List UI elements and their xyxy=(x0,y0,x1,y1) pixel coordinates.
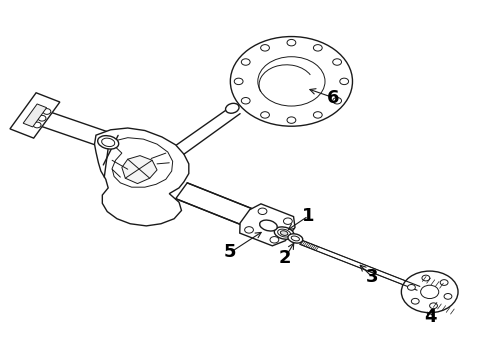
Ellipse shape xyxy=(291,236,299,241)
Circle shape xyxy=(422,275,430,281)
Polygon shape xyxy=(122,156,157,184)
Polygon shape xyxy=(10,93,60,138)
Circle shape xyxy=(340,78,348,85)
Circle shape xyxy=(261,45,270,51)
Circle shape xyxy=(245,227,253,233)
Circle shape xyxy=(314,45,322,51)
Text: 3: 3 xyxy=(366,268,378,286)
Polygon shape xyxy=(300,240,420,290)
Circle shape xyxy=(258,57,325,106)
Polygon shape xyxy=(240,204,295,246)
Circle shape xyxy=(284,218,292,224)
Text: 4: 4 xyxy=(424,308,437,326)
Circle shape xyxy=(241,59,250,65)
Circle shape xyxy=(401,271,458,313)
Circle shape xyxy=(411,298,419,304)
Polygon shape xyxy=(176,183,273,233)
Circle shape xyxy=(420,285,439,298)
Text: 2: 2 xyxy=(279,249,292,267)
Text: 6: 6 xyxy=(327,89,339,107)
Ellipse shape xyxy=(280,231,288,235)
Circle shape xyxy=(287,40,296,46)
Circle shape xyxy=(33,122,41,128)
Circle shape xyxy=(234,78,243,85)
Circle shape xyxy=(314,112,322,118)
Polygon shape xyxy=(95,128,189,226)
Ellipse shape xyxy=(101,138,115,147)
Ellipse shape xyxy=(260,220,277,231)
Circle shape xyxy=(287,117,296,123)
Circle shape xyxy=(258,208,267,215)
Circle shape xyxy=(270,237,279,243)
Circle shape xyxy=(43,109,51,114)
Circle shape xyxy=(241,98,250,104)
Ellipse shape xyxy=(278,229,291,237)
Circle shape xyxy=(444,293,452,299)
Circle shape xyxy=(333,59,342,65)
Ellipse shape xyxy=(288,234,303,243)
Ellipse shape xyxy=(98,136,119,149)
Polygon shape xyxy=(30,108,118,149)
Circle shape xyxy=(38,115,46,121)
Circle shape xyxy=(333,98,342,104)
Ellipse shape xyxy=(274,227,294,239)
Ellipse shape xyxy=(225,103,239,113)
Circle shape xyxy=(261,112,270,118)
Circle shape xyxy=(230,37,352,126)
Circle shape xyxy=(430,303,438,309)
Circle shape xyxy=(440,280,448,285)
Text: 1: 1 xyxy=(302,207,315,225)
Polygon shape xyxy=(23,104,47,127)
Circle shape xyxy=(408,284,416,290)
Text: 5: 5 xyxy=(224,243,237,261)
